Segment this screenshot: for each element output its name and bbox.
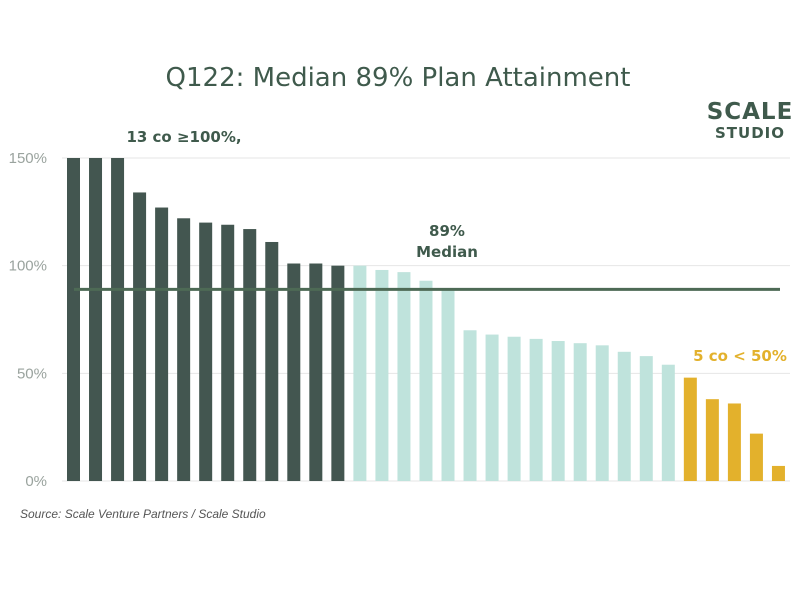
bar: [595, 345, 609, 481]
y-tick-label: 50%: [17, 365, 47, 382]
bar: [89, 158, 103, 481]
bar: [243, 229, 257, 481]
bar: [683, 377, 697, 481]
bar: [771, 465, 785, 481]
bar: [419, 280, 433, 481]
bar: [727, 403, 741, 481]
bar: [441, 289, 455, 481]
bar: [309, 263, 323, 481]
source-note: Source: Scale Venture Partners / Scale S…: [20, 507, 266, 521]
bar: [463, 330, 477, 481]
bar: [617, 351, 631, 481]
bar: [265, 241, 279, 481]
bar: [353, 265, 367, 481]
median-label-text: Median: [416, 243, 478, 261]
bar: [639, 356, 653, 481]
bar: [661, 364, 675, 481]
y-tick-label: 150%: [9, 150, 47, 167]
bar: [199, 222, 213, 481]
y-tick-label: 0%: [25, 473, 47, 490]
bar: [551, 341, 565, 481]
annotation-above-100: 13 co ≥100%,: [126, 128, 241, 146]
bar: [221, 224, 235, 481]
bar: [177, 218, 191, 482]
scale-studio-logo: SCALE STUDIO: [707, 99, 794, 142]
bars: [67, 158, 785, 482]
bar: [331, 265, 345, 481]
bar: [111, 158, 125, 481]
bar: [397, 272, 411, 481]
bar: [529, 338, 543, 481]
y-tick-label: 100%: [9, 258, 47, 275]
bar: [573, 343, 587, 481]
bar: [507, 336, 521, 481]
median-label-value: 89%: [429, 222, 465, 240]
annotation-below-50: 5 co < 50%: [693, 347, 787, 365]
bar: [749, 433, 763, 481]
bar: [133, 192, 147, 481]
chart-title: Q122: Median 89% Plan Attainment: [166, 63, 631, 93]
bar: [485, 334, 499, 481]
y-axis-ticks: 0% 50% 100% 150%: [9, 150, 47, 490]
bar: [287, 263, 301, 481]
bar: [67, 158, 80, 481]
bar: [705, 399, 719, 481]
bar: [155, 207, 169, 481]
bar: [375, 269, 389, 481]
logo-top-text: SCALE: [707, 99, 794, 125]
logo-bottom-text: STUDIO: [715, 124, 785, 142]
